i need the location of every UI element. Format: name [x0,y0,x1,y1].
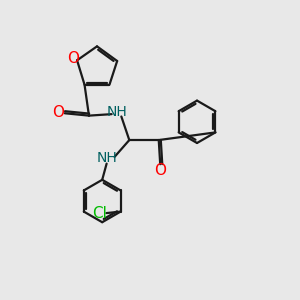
Text: Cl: Cl [92,206,107,220]
Text: O: O [67,51,79,66]
Text: O: O [52,105,64,120]
Text: NH: NH [106,105,127,119]
Text: O: O [154,163,166,178]
Text: NH: NH [96,151,117,165]
